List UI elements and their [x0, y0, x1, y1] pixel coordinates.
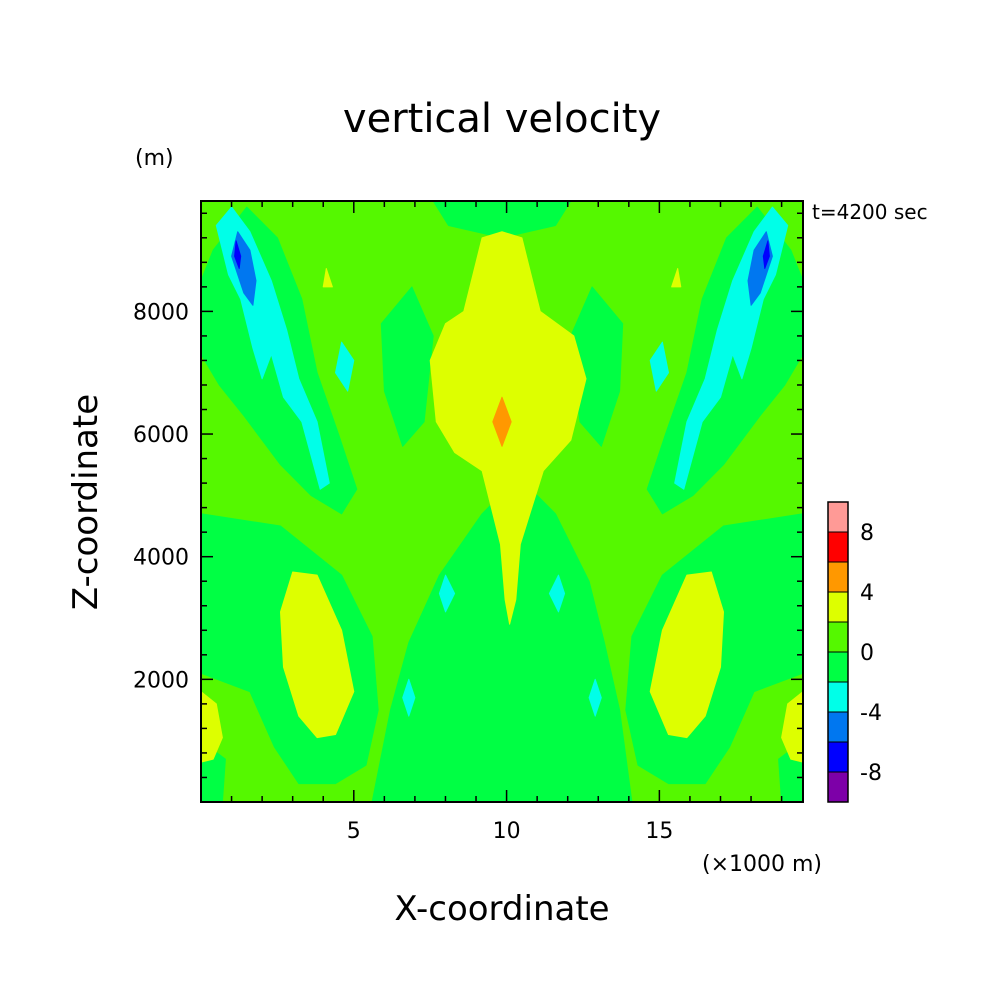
y-tick-label: 8000 — [133, 300, 189, 325]
contour-region-23 — [438, 574, 456, 613]
contour-region-26 — [588, 678, 602, 717]
colorbar-swatch — [827, 681, 849, 713]
colorbar-swatch — [827, 501, 849, 533]
contour-region-21 — [335, 341, 355, 392]
chart-title: vertical velocity — [343, 96, 661, 142]
contour-region-16 — [322, 268, 333, 288]
contour-layer — [201, 201, 803, 802]
contour-region-14 — [201, 691, 223, 763]
axis-ticks: 5 10 15 2000 4000 6000 8000 — [133, 201, 803, 844]
colorbar-label: 8 — [860, 521, 874, 546]
contour-region-15 — [781, 691, 803, 763]
colorbar-swatch — [827, 651, 849, 683]
colorbar-label: -4 — [860, 701, 882, 726]
contour-region-7 — [570, 286, 624, 447]
colorbar-swatch — [827, 561, 849, 593]
contour-region-25 — [402, 678, 416, 717]
contour-region-30 — [762, 240, 770, 269]
x-unit-label: (×1000 m) — [702, 852, 822, 877]
colorbar-swatch — [827, 711, 849, 743]
colorbar-swatch — [827, 531, 849, 563]
contour-region-24 — [548, 574, 566, 613]
contour-region-29 — [234, 240, 242, 269]
x-axis-label: X-coordinate — [394, 889, 609, 929]
x-tick-label: 5 — [347, 819, 361, 844]
y-unit-label: (m) — [135, 146, 174, 171]
colorbar-swatch — [827, 771, 849, 803]
colorbar-swatch — [827, 591, 849, 623]
colorbar-frame — [827, 501, 849, 803]
colorbar-label: -8 — [860, 761, 882, 786]
x-tick-label: 15 — [645, 819, 673, 844]
colorbar-swatch — [827, 741, 849, 773]
contour-region-12 — [280, 571, 355, 739]
contour-region-22 — [649, 341, 669, 392]
y-tick-label: 6000 — [133, 423, 189, 448]
y-tick-label: 4000 — [133, 546, 189, 571]
colorbar: 8 4 0 -4 -8 — [827, 501, 882, 803]
contour-region-8 — [432, 201, 572, 239]
x-tick-label: 10 — [493, 819, 521, 844]
colorbar-swatch — [827, 621, 849, 653]
contour-region-1 — [371, 476, 633, 802]
y-axis-label: Z-coordinate — [66, 394, 106, 610]
contour-region-13 — [649, 571, 724, 739]
colorbar-label: 0 — [860, 641, 874, 666]
contour-region-17 — [671, 268, 682, 288]
contour-region-6 — [380, 286, 434, 447]
contour-region-18 — [492, 396, 512, 447]
time-label: t=4200 sec — [812, 200, 928, 224]
colorbar-label: 4 — [860, 581, 874, 606]
y-tick-label: 2000 — [133, 668, 189, 693]
plot-frame — [200, 200, 804, 803]
